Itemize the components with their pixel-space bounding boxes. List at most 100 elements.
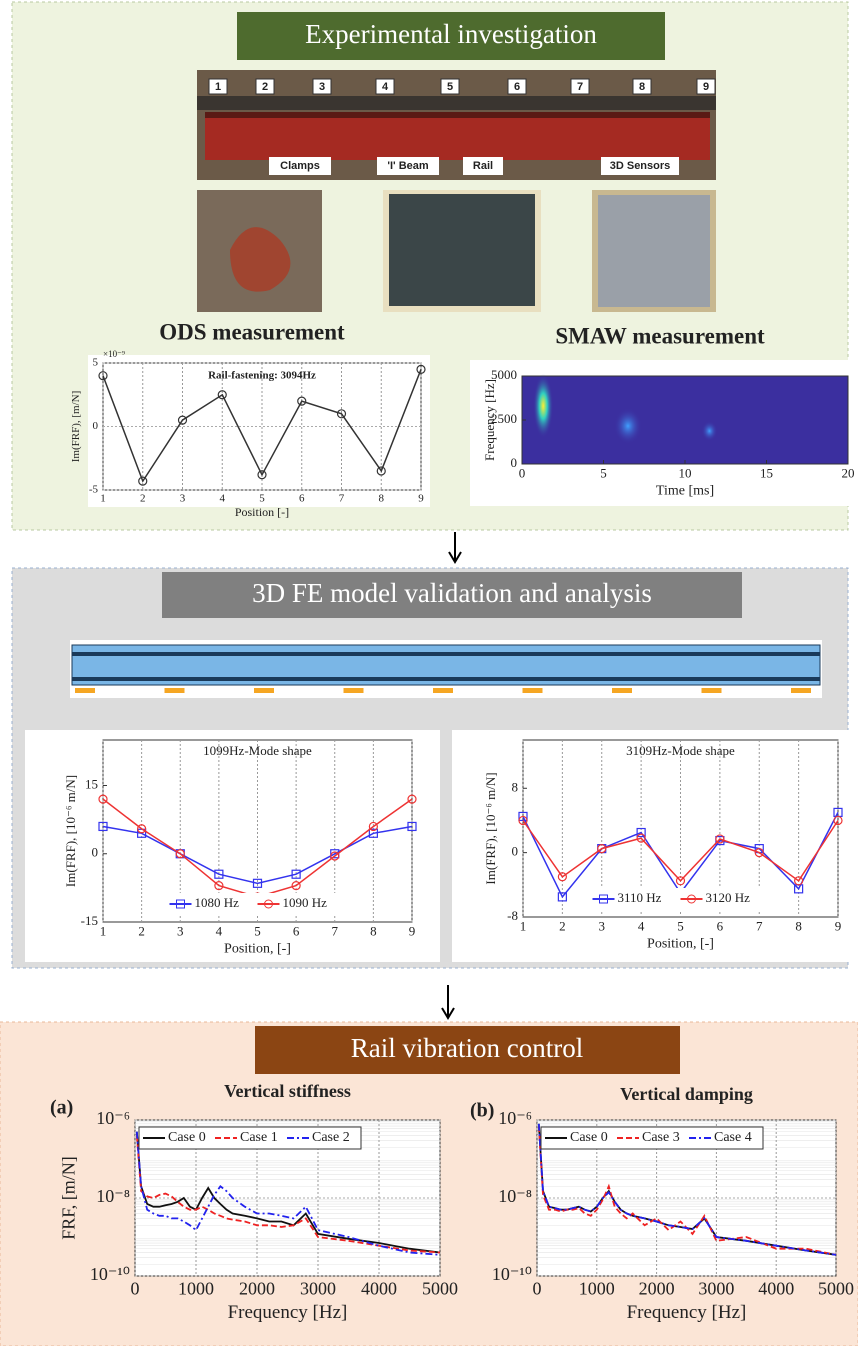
position-label: 1 (215, 81, 221, 93)
marker (636, 827, 646, 838)
marker (416, 364, 426, 374)
marker (291, 880, 301, 891)
series-line (537, 1123, 837, 1256)
rail (197, 96, 716, 110)
rail-model-line (72, 677, 820, 681)
y-axis-label: FRF, [m/N] (58, 1156, 78, 1240)
plot-area (521, 375, 849, 465)
x-tick-label: 6 (293, 923, 300, 938)
arrow (448, 532, 462, 564)
y-tick-label: 5000 (491, 367, 517, 382)
fastener (254, 688, 274, 693)
x-tick-label: 3 (599, 918, 606, 933)
x-tick-label: 6 (717, 918, 724, 933)
x-axis-label: Position, [-] (647, 937, 714, 952)
position-box (312, 78, 332, 95)
x-tick-label: 1000 (178, 1279, 214, 1299)
x-tick-label: 5 (259, 492, 265, 504)
legend-box (165, 893, 348, 915)
marker (291, 869, 301, 879)
position-label: 8 (639, 81, 645, 93)
legend-box (138, 1126, 362, 1150)
fastener (433, 688, 453, 693)
x-tick-label: 3 (180, 492, 186, 504)
x-tick-label: 2 (559, 918, 566, 933)
spectrogram-energy (613, 408, 642, 444)
panel-title: Experimental investigation (305, 19, 597, 49)
marker (98, 821, 108, 832)
marker (138, 476, 148, 486)
legend-box (540, 1126, 764, 1150)
y-tick-label: 10⁻⁸ (96, 1186, 130, 1206)
fasteners (75, 688, 811, 693)
legend-label: 1080 Hz (195, 895, 240, 910)
legend-label: 3120 Hz (706, 890, 751, 905)
x-tick-label: 20 (842, 465, 855, 480)
y-tick-label: -15 (81, 913, 98, 928)
subtitle: ODS measurement (159, 319, 345, 344)
title-box (255, 1026, 680, 1074)
y-tick-label: 10⁻⁶ (96, 1108, 130, 1128)
y-axis-label: Im(FRF), [10⁻⁶ m/N] (483, 772, 498, 884)
x-tick-label: 0 (519, 465, 526, 480)
spectrogram-energy (701, 421, 718, 441)
axis-exponent: ×10⁻⁹ (103, 349, 125, 359)
legend-label: 3110 Hz (618, 890, 662, 905)
x-tick-label: 8 (795, 918, 802, 933)
x-tick-label: 5 (254, 923, 261, 938)
y-tick-label: -5 (89, 484, 99, 496)
marker (794, 876, 804, 886)
panel-label: (b) (470, 1100, 494, 1122)
callout-box (377, 157, 439, 175)
legend-marker (599, 894, 608, 904)
y-tick-label: 0 (512, 844, 519, 859)
fastener (164, 688, 185, 693)
y-tick-label: 0 (93, 420, 99, 432)
x-axis-label: Frequency [Hz] (627, 1302, 747, 1323)
marker (214, 880, 224, 891)
y-tick-label: 15 (85, 776, 98, 791)
callout-label: 'I' Beam (387, 160, 429, 172)
x-tick-label: 9 (409, 923, 416, 938)
panel-title: 3D FE model validation and analysis (252, 578, 652, 608)
label-plate (598, 195, 710, 307)
marker (330, 851, 340, 861)
x-tick-label: 1 (100, 923, 107, 938)
position-box (507, 78, 527, 95)
x-tick-label: 4 (638, 918, 645, 933)
marker (297, 396, 307, 406)
x-tick-label: 3 (177, 923, 184, 938)
x-tick-label: 1000 (579, 1279, 615, 1299)
marker (175, 849, 185, 859)
x-tick-label: 0 (533, 1279, 542, 1299)
rail-model-line (72, 652, 820, 656)
marker (675, 876, 686, 886)
x-tick-label: 5 (677, 918, 684, 933)
fastener (612, 688, 632, 693)
marker (336, 409, 347, 419)
marker (177, 415, 188, 425)
y-tick-label: 2500 (491, 411, 517, 426)
x-tick-label: 1 (100, 492, 106, 504)
fastener (791, 688, 811, 693)
position-label: 2 (262, 81, 268, 93)
callout-label: Clamps (280, 160, 320, 172)
title-box (237, 12, 665, 60)
legend-label: Case 3 (642, 1130, 680, 1145)
marker (137, 824, 147, 834)
legend-marker (264, 899, 273, 909)
marker (557, 872, 567, 882)
legend-marker (176, 899, 185, 909)
position-label: 9 (703, 81, 709, 93)
fastener (343, 688, 364, 693)
marker (407, 794, 417, 804)
fastener (75, 688, 95, 693)
y-tick-label: 0 (92, 845, 99, 860)
y-tick-label: 10⁻¹⁰ (492, 1264, 532, 1284)
x-tick-label: 15 (760, 465, 773, 480)
x-tick-label: 5000 (422, 1279, 458, 1299)
marker (376, 466, 386, 476)
x-tick-label: 8 (379, 492, 385, 504)
marker (368, 821, 378, 832)
series-line (522, 820, 839, 882)
